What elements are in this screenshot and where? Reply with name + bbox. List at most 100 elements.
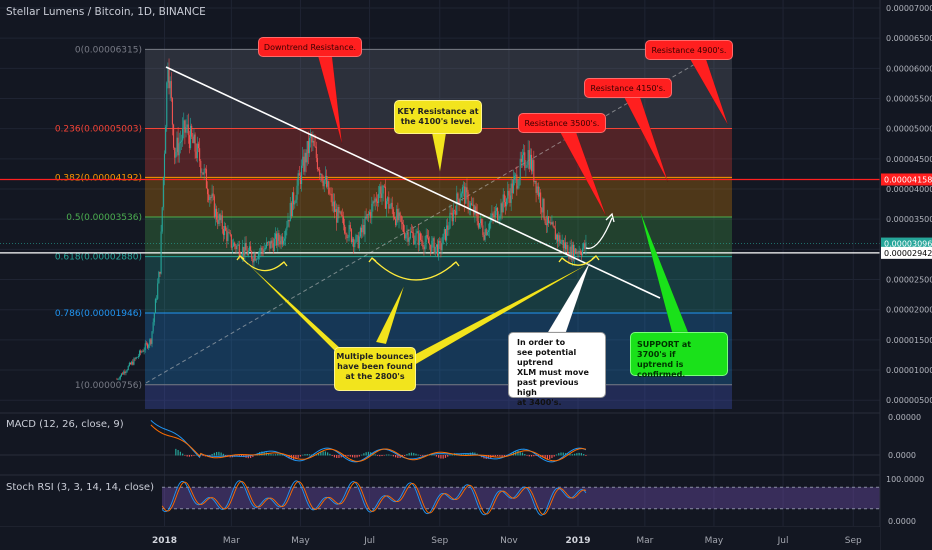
candle-body: [365, 216, 367, 219]
macd-histogram-bar: [342, 455, 345, 457]
macd-histogram-bar: [202, 455, 204, 457]
macd-histogram-bar: [347, 455, 349, 457]
candle-body: [280, 236, 282, 245]
candle-body: [430, 244, 432, 252]
candle-body: [367, 214, 369, 215]
monthly-close-point: [316, 158, 318, 160]
macd-histogram-bar: [363, 453, 365, 456]
candle-body: [305, 152, 307, 163]
macd-histogram-bar: [358, 455, 360, 457]
macd-histogram-bar: [519, 451, 521, 456]
bounce-arc-head: [451, 261, 460, 267]
candle-body: [390, 202, 392, 207]
candle-body: [159, 271, 161, 274]
candle-body: [278, 233, 280, 241]
grid: [0, 0, 880, 526]
resistance-3500-callout: Resistance 3500's.: [518, 113, 606, 133]
price-axis: 0.00007000 0.00006500 0.00006000 0.00005500…: [879, 0, 932, 550]
stoch-tick-label: 100.0000: [886, 475, 924, 484]
candle-body: [584, 243, 586, 249]
macd-histogram-bar: [585, 455, 587, 456]
macd-histogram-bar: [295, 455, 297, 460]
candle-body: [398, 212, 400, 221]
candle-body: [154, 299, 156, 314]
candle-body: [183, 120, 185, 129]
bounces-callout: Multiple bounces have been found at the …: [334, 347, 416, 391]
price-tick-label: 0.00004500: [886, 155, 932, 164]
candle-body: [276, 233, 278, 246]
candle-body: [184, 120, 186, 133]
time-axis-bg: [0, 527, 880, 550]
candle-body: [248, 246, 251, 251]
candle-body: [176, 137, 178, 152]
macd-histogram-bar: [327, 452, 329, 456]
candle-body: [246, 250, 248, 256]
candle-body: [521, 155, 524, 162]
candle-body: [234, 242, 236, 246]
macd-histogram-bar: [184, 455, 186, 456]
candle-body: [267, 242, 269, 244]
candle-body: [279, 240, 281, 245]
macd-histogram-bar: [320, 451, 322, 456]
macd-histogram-bar: [222, 453, 225, 456]
candle-body: [419, 233, 422, 241]
candle-body: [327, 181, 329, 187]
candle-body: [524, 152, 526, 168]
candle-body: [514, 175, 516, 180]
fib-level-label: 0.5(0.00003536): [66, 213, 142, 223]
candle-body: [389, 206, 391, 209]
candle-body: [519, 158, 521, 180]
macd-histogram-bar: [195, 454, 197, 456]
candle-body: [489, 222, 491, 231]
macd-histogram-bar: [487, 455, 490, 459]
candle-body: [319, 169, 321, 175]
candle-body: [380, 186, 382, 198]
macd-histogram-bar: [431, 454, 433, 456]
candle-body: [475, 206, 477, 212]
macd-histogram-bar: [220, 452, 222, 456]
candle-body: [231, 246, 234, 248]
candle-body: [320, 174, 322, 175]
price-tick-label: 0.00002500: [886, 276, 932, 285]
candle-body: [252, 258, 254, 263]
macd-histogram-bar: [213, 452, 215, 456]
candle-body: [196, 143, 198, 159]
uptrend-note-callout: In order to see potential uptrend XLM mu…: [508, 332, 606, 407]
candle-body: [118, 378, 120, 380]
candle-body: [315, 146, 317, 158]
candle-body: [474, 206, 476, 215]
candle-body: [416, 231, 418, 233]
candle-body: [144, 343, 146, 351]
stoch-rsi-title[interactable]: Stoch RSI (3, 3, 14, 14, close): [6, 482, 154, 493]
macd-histogram-bar: [279, 453, 281, 456]
candle-body: [470, 203, 473, 205]
candle-body: [270, 240, 272, 249]
macd-histogram-bar: [555, 454, 558, 456]
macd-title[interactable]: MACD (12, 26, close, 9): [6, 419, 124, 430]
candle-body: [366, 214, 368, 219]
candle-body: [528, 150, 530, 169]
candle-body: [566, 245, 568, 250]
candle-body: [363, 224, 365, 235]
candle-body: [525, 167, 527, 168]
macd-histogram-bar: [424, 455, 426, 456]
macd-histogram-bar: [351, 455, 354, 458]
candle-body: [228, 232, 230, 234]
macd-histogram-bar: [379, 455, 381, 457]
symbol-title[interactable]: Stellar Lumens / Bitcoin, 1D, BINANCE: [6, 6, 206, 18]
fib-zone: [145, 177, 732, 218]
time-tick-label: May: [705, 536, 724, 546]
monthly-close-point: [282, 230, 284, 232]
candle-body: [451, 212, 453, 222]
candle-body: [173, 124, 175, 148]
candle-body: [481, 218, 483, 226]
candle-body: [143, 350, 145, 352]
candle-body: [211, 193, 213, 198]
candle-body: [549, 222, 551, 224]
candle-body: [517, 185, 519, 189]
macd-histogram-bar: [417, 454, 419, 456]
candle-body: [574, 248, 576, 260]
macd-histogram-bar: [422, 455, 424, 456]
candle-body: [153, 313, 155, 323]
